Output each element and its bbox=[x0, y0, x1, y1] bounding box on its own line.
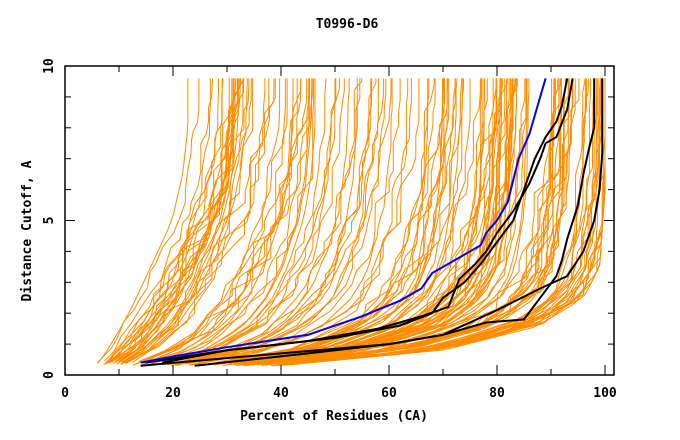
background-model-line bbox=[274, 78, 530, 363]
background-series-group bbox=[97, 78, 606, 367]
y-tick-label: 10 bbox=[42, 58, 57, 74]
reference-series-group bbox=[140, 78, 604, 367]
x-tick-label: 20 bbox=[165, 386, 181, 401]
background-model-line bbox=[158, 78, 337, 366]
background-model-line bbox=[97, 78, 189, 364]
background-model-line bbox=[200, 78, 445, 367]
background-model-line bbox=[283, 78, 528, 362]
x-tick-label: 100 bbox=[593, 386, 617, 401]
x-tick-label: 60 bbox=[381, 386, 397, 401]
background-model-line bbox=[138, 78, 286, 362]
x-tick-label: 0 bbox=[61, 386, 69, 401]
background-model-line bbox=[163, 78, 311, 363]
reference-model-line-black-4 bbox=[194, 78, 604, 367]
background-model-line bbox=[188, 78, 393, 366]
background-model-line bbox=[148, 78, 298, 363]
highlight-series-group bbox=[140, 78, 547, 364]
reference-model-line-black-1 bbox=[162, 78, 574, 364]
background-model-line bbox=[296, 78, 606, 365]
background-model-line bbox=[122, 78, 237, 363]
background-model-line bbox=[219, 78, 443, 365]
x-axis-label: Percent of Residues (CA) bbox=[240, 409, 428, 424]
background-model-line bbox=[203, 78, 429, 366]
background-model-line bbox=[143, 78, 302, 364]
background-model-line bbox=[278, 78, 562, 364]
background-model-line bbox=[193, 78, 379, 363]
background-model-line bbox=[198, 78, 401, 363]
reference-model-line-black-2 bbox=[145, 78, 569, 364]
background-model-line bbox=[243, 78, 516, 366]
background-model-line bbox=[312, 78, 598, 363]
background-model-line bbox=[144, 78, 313, 367]
y-axis-label: Distance Cutoff, A bbox=[20, 160, 35, 301]
background-model-line bbox=[156, 78, 294, 362]
background-model-line bbox=[257, 78, 502, 363]
background-model-line bbox=[229, 78, 481, 364]
background-model-line bbox=[174, 78, 372, 366]
background-model-line bbox=[108, 78, 235, 364]
background-model-line bbox=[313, 78, 591, 362]
background-model-line bbox=[140, 78, 310, 366]
background-model-line bbox=[236, 78, 483, 365]
background-model-line bbox=[206, 78, 449, 365]
background-model-line bbox=[284, 78, 555, 363]
background-model-line bbox=[147, 78, 315, 366]
background-model-line bbox=[168, 78, 363, 365]
background-model-line bbox=[228, 78, 458, 364]
background-model-line bbox=[301, 78, 596, 363]
background-model-line bbox=[170, 78, 358, 367]
background-model-line bbox=[206, 78, 409, 363]
background-model-line bbox=[270, 78, 599, 367]
background-model-line bbox=[138, 78, 308, 362]
background-model-line bbox=[235, 78, 464, 364]
background-model-line bbox=[262, 78, 559, 365]
background-model-line bbox=[218, 78, 435, 363]
background-model-line bbox=[105, 78, 224, 365]
background-model-line bbox=[266, 78, 514, 362]
background-model-line bbox=[224, 78, 482, 366]
background-model-line bbox=[103, 78, 211, 366]
background-model-line bbox=[198, 78, 420, 365]
background-model-line bbox=[133, 78, 288, 366]
x-axis: 0 20 40 60 80 100 bbox=[61, 66, 617, 401]
background-model-line bbox=[248, 78, 471, 362]
chart-title: T0996-D6 bbox=[316, 17, 379, 32]
x-tick-label: 40 bbox=[273, 386, 289, 401]
background-model-line bbox=[120, 78, 270, 365]
background-model-line bbox=[166, 78, 327, 363]
background-model-line bbox=[228, 78, 485, 366]
background-model-line bbox=[167, 78, 316, 363]
background-model-line bbox=[106, 78, 219, 364]
background-model-line bbox=[120, 78, 266, 363]
background-model-line bbox=[276, 78, 589, 366]
background-model-line bbox=[243, 78, 497, 365]
x-tick-label: 80 bbox=[489, 386, 505, 401]
background-model-line bbox=[97, 78, 200, 363]
background-model-line bbox=[120, 78, 254, 365]
background-model-line bbox=[264, 78, 576, 366]
background-model-line bbox=[106, 78, 250, 364]
background-model-line bbox=[108, 78, 242, 363]
background-model-line bbox=[260, 78, 518, 362]
background-model-line bbox=[113, 78, 245, 365]
background-model-line bbox=[216, 78, 450, 363]
background-model-line bbox=[263, 78, 556, 365]
background-model-line bbox=[104, 78, 213, 362]
background-model-line bbox=[167, 78, 361, 366]
background-model-line bbox=[123, 78, 239, 363]
background-model-line bbox=[221, 78, 498, 366]
highlight-model-line bbox=[140, 78, 547, 364]
background-model-line bbox=[243, 78, 462, 362]
y-tick-label: 0 bbox=[42, 371, 57, 379]
y-axis: 0 5 10 bbox=[42, 58, 614, 379]
y-tick-label: 5 bbox=[42, 217, 57, 225]
background-model-line bbox=[166, 78, 345, 364]
background-model-line bbox=[287, 78, 573, 363]
background-model-line bbox=[111, 78, 241, 363]
background-model-line bbox=[169, 78, 341, 363]
